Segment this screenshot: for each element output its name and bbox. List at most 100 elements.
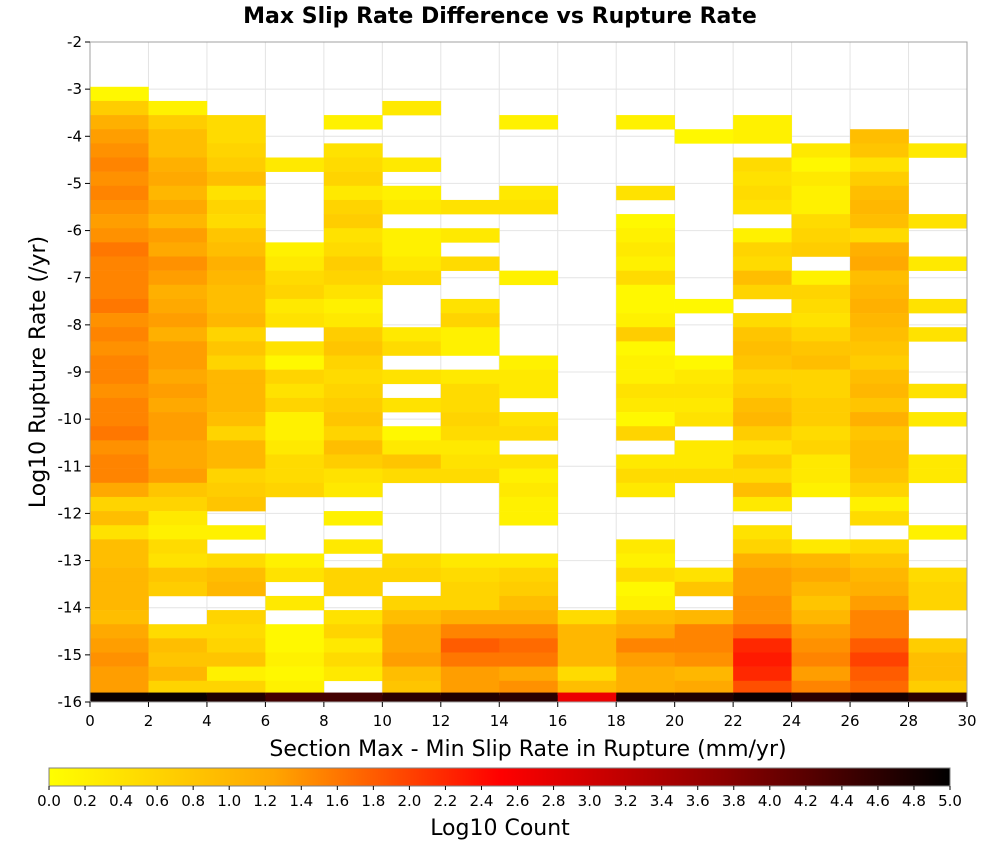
heatmap-cell <box>323 610 383 625</box>
x-tick-label: 18 <box>607 712 626 730</box>
heatmap-cell <box>323 624 383 639</box>
heatmap-cell <box>499 511 559 526</box>
x-tick-label: 6 <box>261 712 271 730</box>
y-tick-label: -2 <box>67 33 82 51</box>
x-tick-label: 28 <box>899 712 918 730</box>
heatmap-cell <box>265 383 325 399</box>
heatmap-cell <box>206 553 266 568</box>
colorbar-tick-label: 0.4 <box>109 792 133 810</box>
heatmap-cell <box>557 610 617 625</box>
heatmap-cell <box>148 115 208 130</box>
x-tick-label: 0 <box>85 712 95 730</box>
heatmap-cell <box>908 680 968 696</box>
heatmap-cell <box>90 171 149 187</box>
heatmap-cell <box>850 143 909 158</box>
heatmap-cell <box>265 553 325 568</box>
x-tick-label: 8 <box>319 712 329 730</box>
colorbar-tick-label: 4.4 <box>830 792 854 810</box>
heatmap-cell <box>90 214 149 229</box>
heatmap-cell <box>733 454 792 469</box>
colorbar-tick-label: 2.4 <box>470 792 494 810</box>
x-tick-label: 2 <box>144 712 154 730</box>
heatmap-cell <box>499 199 559 215</box>
heatmap-cell <box>616 553 675 568</box>
colorbar-tick-label: 2.0 <box>397 792 421 810</box>
heatmap-cell <box>323 454 383 469</box>
colorbar-tick-label: 0.0 <box>37 792 61 810</box>
heatmap-cell <box>850 185 909 201</box>
heatmap-cell <box>206 454 266 469</box>
heatmap-cell <box>148 624 208 639</box>
heatmap-cell <box>90 680 149 696</box>
heatmap-cell <box>850 397 909 413</box>
y-tick-label: -14 <box>58 599 83 617</box>
heatmap-cell <box>265 256 325 271</box>
heatmap-cell <box>499 115 559 130</box>
heatmap-cell <box>148 313 208 328</box>
heatmap-cell <box>499 412 559 427</box>
heatmap-cell <box>382 327 442 342</box>
heatmap-cell <box>265 426 325 441</box>
heatmap-cell <box>382 595 442 611</box>
heatmap-cell <box>499 595 559 611</box>
heatmap-cell <box>323 482 383 498</box>
heatmap-cell <box>90 383 149 399</box>
heatmap-cell <box>90 610 149 625</box>
heatmap-cell <box>499 185 559 201</box>
heatmap-cell <box>733 199 792 215</box>
heatmap-cell <box>616 298 675 314</box>
heatmap-cell <box>499 652 559 667</box>
y-tick-label: -16 <box>58 693 83 711</box>
heatmap-cell <box>733 412 792 427</box>
colorbar-tick-label: 3.0 <box>578 792 602 810</box>
heatmap-cell <box>90 228 149 243</box>
colorbar-tick-label: 2.6 <box>506 792 530 810</box>
heatmap-cell <box>323 313 383 328</box>
heatmap-cell <box>791 341 851 356</box>
heatmap-cell <box>733 638 792 653</box>
heatmap-cell <box>674 129 734 144</box>
heatmap-cell <box>733 284 792 300</box>
y-axis: -2 -3 -4 -5 -6 -7 -8 -9 -10 -11 -12 -13 -14 -15 -16 <box>58 33 90 711</box>
heatmap-cell <box>733 157 792 172</box>
heatmap-cell <box>148 129 208 144</box>
colorbar-tick-label: 0.6 <box>145 792 169 810</box>
heatmap-cell <box>148 680 208 696</box>
colorbar-tick-label: 3.8 <box>722 792 746 810</box>
heatmap-cell <box>323 638 383 653</box>
heatmap-cell <box>791 440 851 455</box>
heatmap-cell <box>791 680 851 696</box>
heatmap-cell <box>733 426 792 441</box>
heatmap-cell <box>850 454 909 469</box>
heatmap-cell <box>791 327 851 342</box>
heatmap-cell <box>733 482 792 498</box>
heatmap-cell <box>733 313 792 328</box>
heatmap-cell <box>265 482 325 498</box>
heatmap-cell <box>382 185 442 201</box>
heatmap-cell <box>323 692 383 703</box>
x-tick-label: 4 <box>202 712 212 730</box>
heatmap-cell <box>850 383 909 399</box>
x-tick-label: 16 <box>548 712 567 730</box>
heatmap-cell <box>382 242 442 257</box>
heatmap-cell <box>733 115 792 130</box>
heatmap-cell <box>791 567 851 583</box>
heatmap-cell <box>382 369 442 385</box>
heatmap-cell <box>148 355 208 370</box>
heatmap-cell <box>791 426 851 441</box>
heatmap-cell <box>90 496 149 512</box>
heatmap-cell <box>323 539 383 554</box>
heatmap-cell <box>733 468 792 484</box>
y-tick-label: -15 <box>58 646 83 664</box>
heatmap-cell <box>90 567 149 583</box>
heatmap-cell <box>148 214 208 229</box>
heatmap-cell <box>90 256 149 271</box>
heatmap-cell <box>733 595 792 611</box>
heatmap-cell <box>616 666 675 682</box>
heatmap-cell <box>90 539 149 554</box>
heatmap-cell <box>265 595 325 611</box>
heatmap-cell <box>265 680 325 696</box>
colorbar-tick-label: 1.8 <box>361 792 385 810</box>
heatmap-cell <box>908 454 968 469</box>
heatmap-cell <box>382 157 442 172</box>
